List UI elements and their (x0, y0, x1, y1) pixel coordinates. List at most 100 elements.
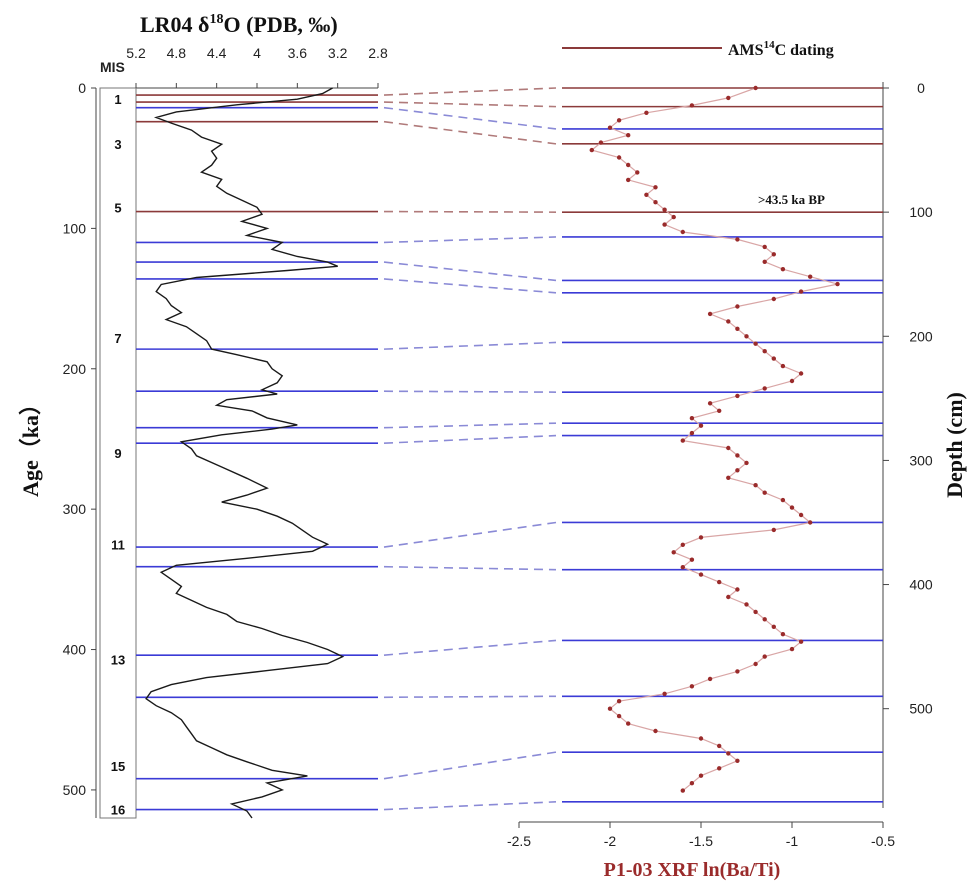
xrf-data-point (735, 237, 740, 242)
xrf-data-point (662, 222, 667, 227)
xrf-data-point (680, 788, 685, 793)
correlation-dashed-line (383, 751, 557, 780)
right-y-tick-label: 300 (909, 452, 933, 468)
left-x-tick-label: 4.4 (207, 45, 227, 61)
right-y-tick-label: 200 (909, 328, 933, 344)
mis-stage-label: 13 (111, 652, 125, 667)
mis-stage-label: 7 (114, 331, 121, 346)
mis-stage-label: 5 (114, 200, 121, 215)
right-y-tick-label: 0 (917, 80, 925, 96)
xrf-data-point (735, 326, 740, 331)
xrf-data-point (726, 319, 731, 324)
correlation-dashed-line (383, 210, 557, 213)
xrf-data-point (689, 781, 695, 786)
correlation-dashed-line (383, 87, 557, 96)
left-x-tick-label: 2.8 (368, 45, 388, 61)
left-y-tick-label: 400 (63, 642, 87, 658)
xrf-data-point (771, 624, 776, 629)
xrf-data-point (653, 728, 658, 734)
xrf-data-point (689, 557, 695, 562)
left-title: LR04 δ18O (PDB, ‰) (140, 12, 338, 37)
xrf-data-point (762, 490, 767, 495)
mis-stage-label: 3 (114, 137, 121, 152)
correlation-dashed-line (383, 341, 557, 350)
xrf-data-point (780, 363, 786, 369)
xrf-data-point (635, 170, 640, 175)
left-x-tick-label: 5.2 (126, 45, 146, 61)
left-y-tick-label: 0 (78, 80, 86, 96)
xrf-data-point (644, 110, 649, 116)
xrf-data-point (662, 207, 667, 212)
xrf-data-point (744, 334, 749, 339)
xrf-data-point (798, 512, 804, 518)
xrf-data-point (626, 177, 631, 183)
right-y-tick-label: 500 (909, 701, 933, 717)
xrf-data-point (689, 103, 695, 108)
xrf-data-point (644, 192, 649, 197)
xrf-data-point (726, 751, 731, 756)
xrf-data-point (735, 453, 740, 458)
mis-stage-label: 15 (111, 759, 125, 774)
xrf-data-point (616, 713, 622, 719)
left-y-tick-label: 100 (63, 220, 87, 236)
xrf-data-point (726, 95, 731, 101)
xrf-data-point (598, 140, 604, 145)
xrf-data-point (789, 646, 795, 652)
xrf-data-point (735, 587, 740, 592)
xrf-data-point (808, 520, 813, 525)
left-x-tick-label: 4 (253, 45, 261, 61)
xrf-data-point (717, 743, 722, 749)
xrf-data-point (698, 423, 704, 428)
xrf-data-point (789, 505, 795, 510)
left-x-tick-label: 4.8 (167, 45, 187, 61)
xrf-data-point (689, 430, 695, 436)
xrf-data-point (707, 311, 713, 317)
left-x-tick-label: 3.2 (328, 45, 348, 61)
xrf-data-point (753, 341, 758, 346)
correlation-dashed-line (383, 695, 557, 699)
xrf-data-point (762, 349, 767, 354)
left-y-axis-label: Age（ka） (18, 393, 43, 497)
right-x-tick-label: -2.5 (507, 833, 531, 849)
xrf-data-point (680, 565, 685, 570)
xrf-data-point (698, 773, 704, 778)
correlation-dashed-line (383, 565, 557, 571)
xrf-data-point (735, 468, 740, 473)
mis-stage-label: 11 (111, 537, 125, 552)
lr04-d18o-curve (145, 87, 345, 819)
xrf-data-point (771, 296, 776, 302)
xrf-data-point (616, 118, 622, 123)
xrf-data-point (653, 200, 658, 205)
mis-header: MIS (100, 59, 125, 75)
correlation-dashed-line (383, 101, 557, 108)
xrf-data-point (726, 445, 731, 451)
xrf-data-point (698, 572, 704, 577)
left-y-tick-label: 500 (63, 782, 87, 798)
xrf-data-point (607, 125, 613, 130)
right-y-tick-label: 400 (909, 577, 933, 593)
xrf-data-point (735, 669, 740, 674)
xrf-data-point (680, 438, 685, 443)
xrf-data-point (607, 706, 613, 711)
xrf-data-point (626, 721, 631, 726)
xrf-data-point (771, 527, 776, 533)
xrf-data-point (616, 699, 622, 704)
date-annotation: >43.5 ka BP (758, 192, 825, 207)
xrf-data-point (671, 214, 676, 220)
xrf-data-point (798, 371, 804, 376)
xrf-data-point (744, 460, 749, 466)
mis-stage-label: 9 (114, 446, 121, 461)
xrf-data-point (789, 378, 795, 384)
xrf-data-point (726, 594, 731, 600)
correlation-dashed-line (383, 278, 557, 294)
correlation-dashed-line (383, 422, 557, 429)
xrf-data-point (771, 356, 776, 361)
xrf-data-point (662, 691, 667, 696)
xrf-data-point (589, 147, 594, 153)
xrf-data-point (626, 133, 631, 138)
left-x-tick-label: 3.6 (288, 45, 308, 61)
right-y-tick-label: 100 (909, 204, 933, 220)
xrf-data-point (780, 267, 786, 272)
correlation-dashed-line (383, 800, 557, 811)
mis-column (99, 87, 137, 819)
